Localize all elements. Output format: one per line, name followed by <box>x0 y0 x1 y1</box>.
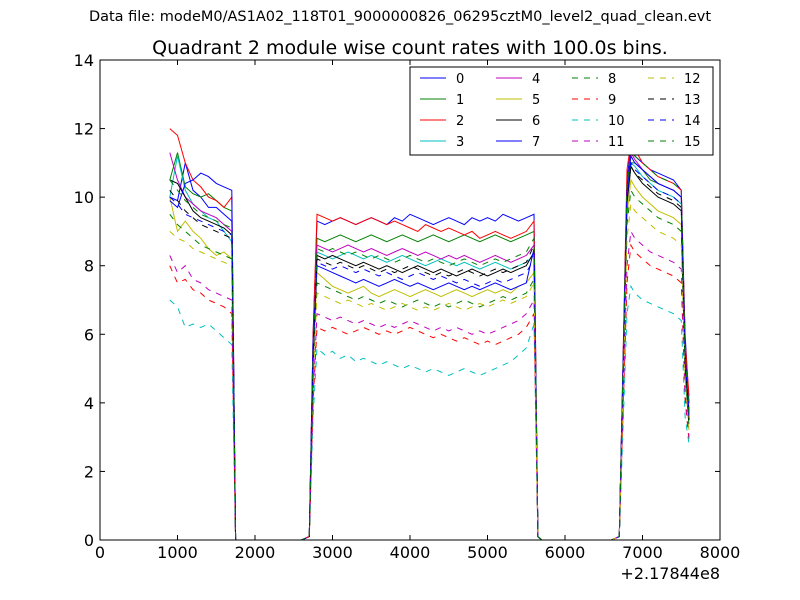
legend-label-14: 14 <box>684 114 701 129</box>
y-tick-label: 4 <box>84 394 94 413</box>
series-line-8 <box>169 188 690 541</box>
legend-label-11: 11 <box>608 135 625 150</box>
x-tick-label: 8000 <box>700 543 741 562</box>
series-line-10 <box>169 284 690 541</box>
y-tick-label: 10 <box>74 188 94 207</box>
series-line-3 <box>169 155 690 541</box>
legend-label-8: 8 <box>608 72 616 87</box>
legend-label-1: 1 <box>456 93 464 108</box>
series-line-11 <box>169 229 690 541</box>
x-tick-label: 4000 <box>390 543 431 562</box>
y-tick-label: 6 <box>84 325 94 344</box>
series-line-9 <box>169 243 690 541</box>
legend-label-10: 10 <box>608 114 625 129</box>
x-tick-label: 5000 <box>467 543 508 562</box>
legend-label-4: 4 <box>532 72 540 87</box>
legend-label-6: 6 <box>532 114 540 129</box>
x-tick-label: 1000 <box>157 543 198 562</box>
axis-ticks: 0 1000 2000 3000 4000 5000 6000 7000 80000246810… <box>74 51 741 562</box>
series-line-0 <box>169 145 690 541</box>
x-tick-label: 7000 <box>622 543 663 562</box>
x-tick-label: 2000 <box>235 543 276 562</box>
legend-label-13: 13 <box>684 93 701 108</box>
legend-label-2: 2 <box>456 114 464 129</box>
series-line-2 <box>169 128 690 541</box>
x-tick-label: 3000 <box>312 543 353 562</box>
legend-label-7: 7 <box>532 135 540 150</box>
series-line-5 <box>169 178 690 541</box>
y-tick-label: 8 <box>84 257 94 276</box>
x-axis-offset-label: +2.17844e8 <box>620 564 720 583</box>
series-line-7 <box>169 154 690 541</box>
series-line-15 <box>169 147 690 541</box>
y-tick-label: 14 <box>74 51 94 70</box>
series-line-4 <box>169 151 690 541</box>
legend-label-12: 12 <box>684 72 701 87</box>
legend-label-5: 5 <box>532 93 540 108</box>
legend-label-9: 9 <box>608 93 616 108</box>
series-line-14 <box>169 161 690 541</box>
legend-label-0: 0 <box>456 72 464 87</box>
x-tick-label: 0 <box>95 543 105 562</box>
legend-label-3: 3 <box>456 135 464 150</box>
series-layer <box>169 128 690 541</box>
figure-suptitle: Data file: modeM0/AS1A02_118T01_90000008… <box>88 9 712 25</box>
y-tick-label: 2 <box>84 462 94 481</box>
legend-label-15: 15 <box>684 135 701 150</box>
legend-box <box>409 66 714 156</box>
chart-title: Quadrant 2 module wise count rates with … <box>152 37 668 59</box>
y-tick-label: 12 <box>74 120 94 139</box>
series-line-12 <box>169 202 690 541</box>
y-tick-label: 0 <box>84 531 94 550</box>
x-tick-label: 6000 <box>545 543 586 562</box>
series-line-1 <box>169 152 690 541</box>
